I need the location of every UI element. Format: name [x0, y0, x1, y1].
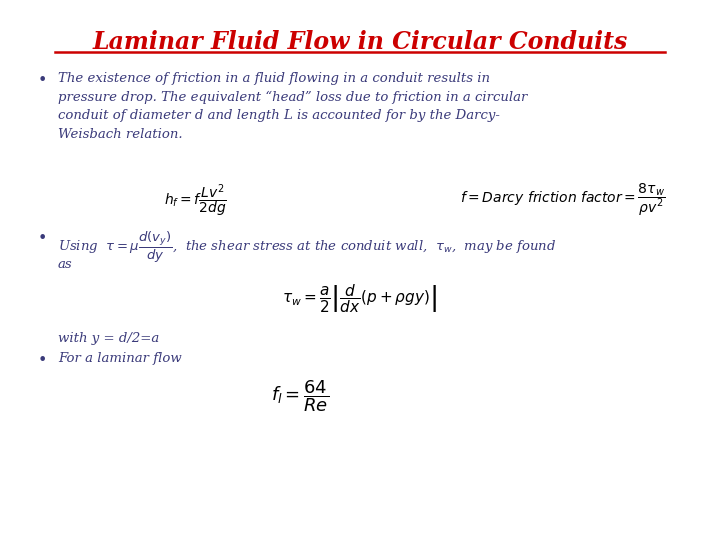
- Text: •: •: [38, 352, 48, 369]
- Text: For a laminar flow: For a laminar flow: [58, 352, 181, 365]
- Text: Using  $\tau = \mu\dfrac{d(v_y)}{dy}$,  the shear stress at the conduit wall,  $: Using $\tau = \mu\dfrac{d(v_y)}{dy}$, th…: [58, 230, 557, 265]
- Text: $f = Darcy\ friction\ factor = \dfrac{8\tau_w}{\rho v^2}$: $f = Darcy\ friction\ factor = \dfrac{8\…: [460, 182, 665, 218]
- Text: $h_f = f\dfrac{Lv^2}{2dg}$: $h_f = f\dfrac{Lv^2}{2dg}$: [163, 182, 227, 219]
- Text: •: •: [38, 230, 48, 247]
- Text: Laminar Fluid Flow in Circular Conduits: Laminar Fluid Flow in Circular Conduits: [92, 30, 628, 54]
- Text: $\tau_w = \dfrac{a}{2}\left|\dfrac{d}{dx}\left(p + \rho gy\right)\right|$: $\tau_w = \dfrac{a}{2}\left|\dfrac{d}{dx…: [282, 282, 438, 315]
- Text: •: •: [38, 72, 48, 89]
- Text: with y = d/2=a: with y = d/2=a: [58, 332, 159, 345]
- Text: as: as: [58, 258, 73, 271]
- Text: The existence of friction in a fluid flowing in a conduit results in
pressure dr: The existence of friction in a fluid flo…: [58, 72, 527, 141]
- Text: $f_l = \dfrac{64}{Re}$: $f_l = \dfrac{64}{Re}$: [271, 378, 329, 414]
